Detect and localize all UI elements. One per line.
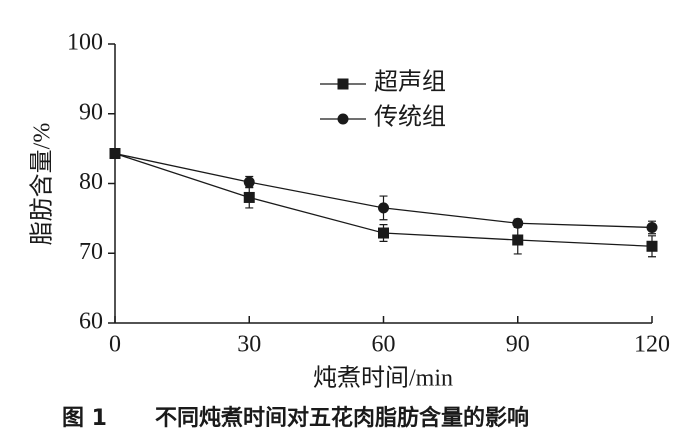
legend-marker [337, 78, 349, 90]
data-point [378, 227, 389, 239]
x-tick-label: 30 [237, 332, 261, 358]
data-point [646, 221, 658, 233]
x-tick-label: 120 [634, 332, 670, 358]
x-axis-label: 炖煮时间/min [313, 365, 453, 392]
x-tick-label: 60 [372, 332, 396, 358]
x-tick-label: 0 [109, 332, 121, 358]
y-tick-label: 90 [79, 99, 103, 125]
chart-title: 不同炖煮时间对五花肉脂肪含量的影响 [155, 405, 529, 431]
y-tick-label: 100 [67, 30, 103, 56]
y-axis-label: 脂肪含量/% [29, 123, 56, 246]
y-tick-label: 80 [79, 169, 103, 195]
caption-label: 图 1 [62, 406, 107, 431]
y-tick-label: 70 [79, 239, 103, 265]
x-tick-label: 90 [506, 332, 530, 358]
data-point [646, 240, 658, 252]
legend-marker [337, 113, 349, 125]
data-point [243, 176, 255, 188]
data-point [512, 234, 524, 246]
legend-label: 传统组 [374, 104, 446, 131]
data-point [109, 148, 121, 160]
y-tick-label: 60 [79, 309, 103, 335]
legend-label: 超声组 [374, 69, 446, 96]
data-point [512, 217, 524, 229]
data-point [378, 202, 389, 214]
data-point [243, 191, 255, 203]
